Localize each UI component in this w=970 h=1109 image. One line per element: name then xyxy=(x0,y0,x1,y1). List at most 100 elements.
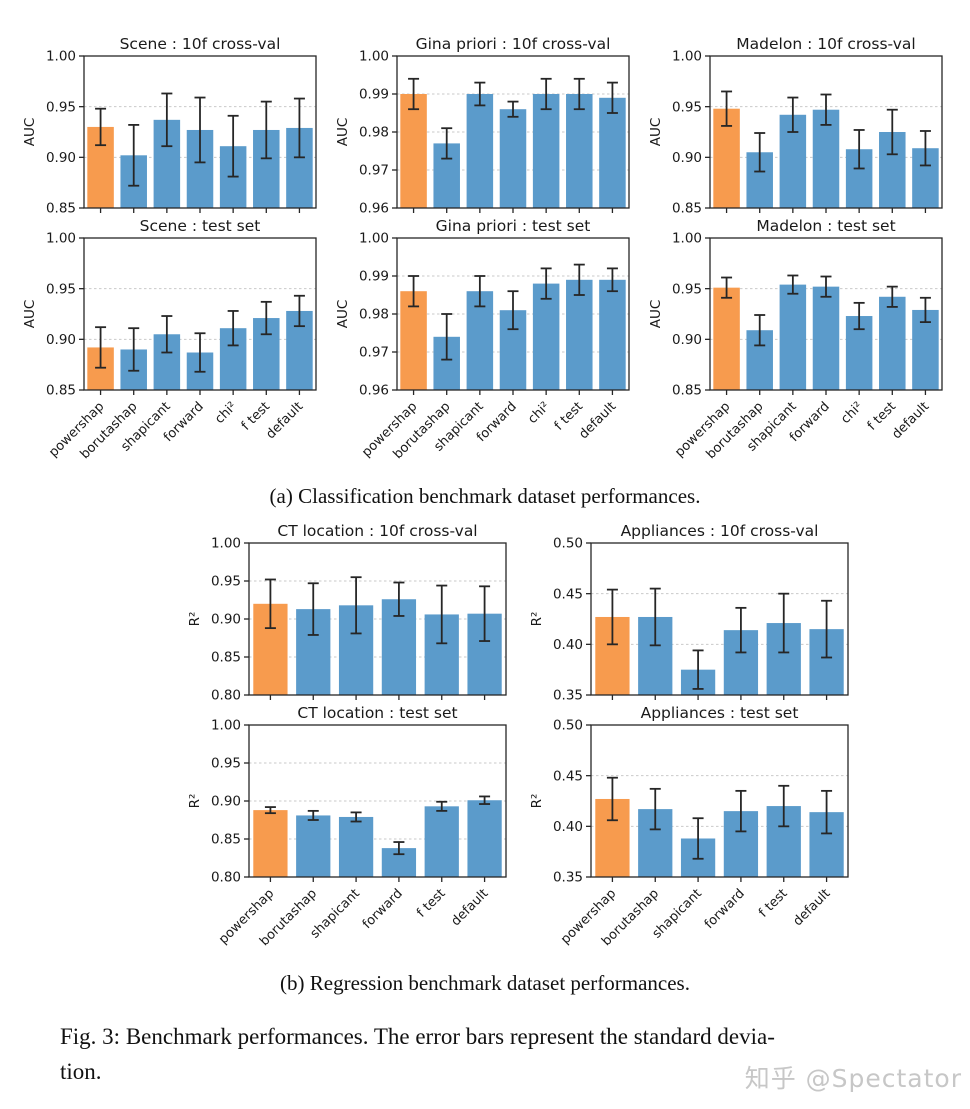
chart-title: Madelon : 10f cross-val xyxy=(736,35,915,53)
bar-chart-svg: Appliances : 10f cross-val 0.35 0.40 0.45 0.… xyxy=(529,522,849,703)
bar-f test xyxy=(424,806,459,878)
ct-location-column: CT location : 10f cross-val 0.80 0.85 0.90 0… xyxy=(185,521,515,955)
x-tick-label: chi² xyxy=(838,399,866,427)
y-axis-label: AUC xyxy=(648,300,664,329)
bar-shapicant xyxy=(338,817,374,878)
x-tick-label: forward xyxy=(702,886,748,932)
y-axis-label: R² xyxy=(529,794,545,809)
y-tick-label: 1.00 xyxy=(45,49,75,65)
appliances-column: Appliances : 10f cross-val 0.35 0.40 0.45 0.… xyxy=(527,521,857,955)
y-tick-label: 0.90 xyxy=(45,332,75,348)
y-tick-label: 0.45 xyxy=(553,587,583,603)
y-tick-label: 0.35 xyxy=(553,870,583,886)
x-tick-label: default xyxy=(790,886,833,929)
y-tick-label: 0.85 xyxy=(211,650,241,666)
y-tick-label: 1.00 xyxy=(211,536,241,552)
classification-chart-grid: Scene : 10f cross-val 0.85 0.90 0.95 1.00 AUC… xyxy=(0,34,970,468)
bar-chart-svg: Madelon : 10f cross-val 0.85 0.90 0.95 1.00 A… xyxy=(648,35,943,216)
gina-priori-column: Gina priori : 10f cross-val 0.96 0.97 0.98 0… xyxy=(333,34,638,468)
y-tick-label: 0.95 xyxy=(671,281,701,297)
chart-appliances-testset: Appliances : test set 0.35 0.40 0.45 0.50 R² p… xyxy=(527,703,857,955)
y-tick-label: 0.99 xyxy=(358,269,388,285)
y-tick-label: 0.45 xyxy=(553,769,583,785)
bar-chart-svg: Scene : 10f cross-val 0.85 0.90 0.95 1.00 AUC xyxy=(22,35,317,216)
chart-gina-priori-crossval: Gina priori : 10f cross-val 0.96 0.97 0.98 0… xyxy=(333,34,638,216)
chart-scene-crossval: Scene : 10f cross-val 0.85 0.90 0.95 1.00 AUC xyxy=(20,34,325,216)
y-tick-label: 0.35 xyxy=(553,688,583,703)
plot-border xyxy=(590,542,849,696)
chart-title: Scene : 10f cross-val xyxy=(119,35,280,53)
bar-chart-svg: Appliances : test set0.350.400.450.50R²p… xyxy=(529,704,849,949)
chart-title: Appliances : test set xyxy=(641,704,799,722)
y-tick-label: 1.00 xyxy=(671,49,701,65)
y-tick-label: 0.50 xyxy=(553,718,583,734)
x-tick-label: default xyxy=(263,399,306,442)
y-tick-label: 0.96 xyxy=(358,383,388,399)
chart-ct-location-testset: CT location : test set 0.80 0.85 0.90 0.95 1.… xyxy=(185,703,515,955)
madelon-column: Madelon : 10f cross-val 0.85 0.90 0.95 1.00 A… xyxy=(646,34,951,468)
x-tick-label: default xyxy=(448,886,491,929)
chart-gina-priori-testset: Gina priori : test set 0.96 0.97 0.98 0.99 1.… xyxy=(333,216,638,468)
chart-title: Gina priori : test set xyxy=(435,217,590,235)
bar-f test xyxy=(878,296,906,390)
y-tick-label: 0.85 xyxy=(45,201,75,216)
x-tick-label: forward xyxy=(360,886,406,932)
y-axis-label: R² xyxy=(529,612,545,627)
y-tick-label: 0.85 xyxy=(45,383,75,399)
figure-caption-line1: Fig. 3: Benchmark performances. The erro… xyxy=(60,1024,775,1050)
figure-caption-line2: tion. xyxy=(60,1058,102,1084)
bar-default xyxy=(598,279,626,390)
y-tick-label: 0.98 xyxy=(358,307,388,323)
bar-f test xyxy=(565,94,593,208)
bar-default xyxy=(467,800,502,878)
bar-powershap xyxy=(253,810,288,878)
y-tick-label: 0.97 xyxy=(358,163,388,179)
bar-forward xyxy=(812,286,839,390)
bar-chart-svg: CT location : 10f cross-val 0.80 0.85 0.90 0… xyxy=(187,522,507,703)
bar-default xyxy=(911,309,939,390)
bar-chart-svg: Scene : test set0.850.900.951.00AUCpower… xyxy=(22,217,317,462)
bar-default xyxy=(598,97,626,208)
y-tick-label: 0.95 xyxy=(211,574,241,590)
caption-a: (a) Classification benchmark dataset per… xyxy=(269,484,701,508)
bar-chart-svg: Madelon : test set0.850.900.951.00AUCpow… xyxy=(648,217,943,462)
figure-caption: Fig. 3: Benchmark performances. The erro… xyxy=(0,1020,970,1093)
chart-title: Scene : test set xyxy=(139,217,260,235)
y-tick-label: 0.90 xyxy=(211,794,241,810)
x-tick-label: f test xyxy=(756,886,790,920)
y-axis-label: R² xyxy=(187,612,203,627)
chart-title: Appliances : 10f cross-val xyxy=(621,522,819,540)
x-tick-label: f test xyxy=(414,886,448,920)
bar-chart-svg: CT location : test set 0.80 0.85 0.90 0.95 1.… xyxy=(187,704,507,949)
bar-borutashap xyxy=(296,815,331,878)
y-tick-label: 0.80 xyxy=(211,688,241,703)
bar-chi² xyxy=(532,94,559,208)
y-tick-label: 0.90 xyxy=(211,612,241,628)
bar-powershap xyxy=(712,287,740,390)
chart-madelon-testset: Madelon : test set 0.85 0.90 0.95 1.00 AUC pow… xyxy=(646,216,951,468)
y-axis-label: AUC xyxy=(22,118,38,147)
y-tick-label: 1.00 xyxy=(358,231,388,247)
chart-title: CT location : test set xyxy=(297,704,457,722)
y-tick-label: 0.95 xyxy=(671,99,701,115)
x-tick-label: default xyxy=(889,399,932,442)
y-tick-label: 0.40 xyxy=(553,819,583,835)
y-tick-label: 0.95 xyxy=(45,99,75,115)
y-tick-label: 1.00 xyxy=(358,49,388,65)
y-tick-label: 0.90 xyxy=(671,150,701,166)
chart-title: Madelon : test set xyxy=(756,217,895,235)
bar-shapicant xyxy=(466,291,493,390)
bar-f test xyxy=(565,279,593,390)
y-axis-label: R² xyxy=(187,794,203,809)
plot-border xyxy=(590,724,849,878)
x-tick-label: chi² xyxy=(212,399,240,427)
y-tick-label: 0.96 xyxy=(358,201,388,216)
chart-ct-location-crossval: CT location : 10f cross-val 0.80 0.85 0.90 0… xyxy=(185,521,515,703)
chart-madelon-crossval: Madelon : 10f cross-val 0.85 0.90 0.95 1.00 A… xyxy=(646,34,951,216)
bar-chart-svg: Gina priori : test set 0.96 0.97 0.98 0.99 1.… xyxy=(335,217,630,462)
y-tick-label: 0.95 xyxy=(211,756,241,772)
chart-title: CT location : 10f cross-val xyxy=(277,522,477,540)
y-tick-label: 1.00 xyxy=(671,231,701,247)
y-axis-label: AUC xyxy=(22,300,38,329)
